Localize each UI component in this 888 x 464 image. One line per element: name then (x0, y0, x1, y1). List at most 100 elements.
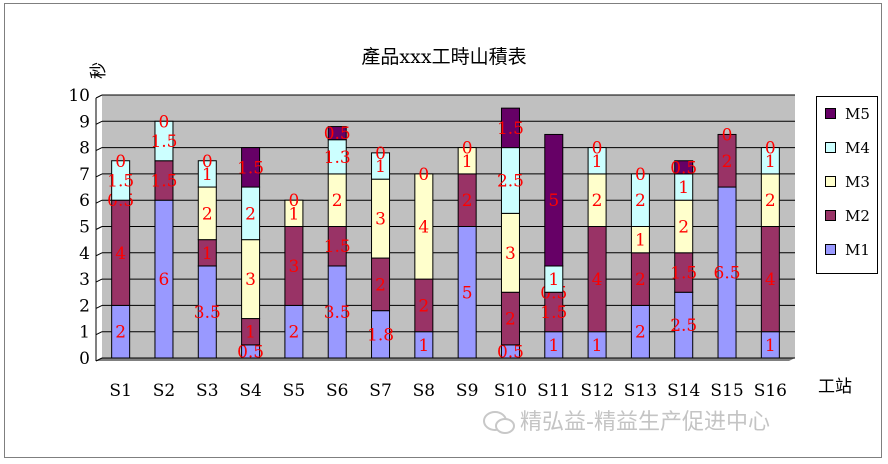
data-label-S5-M1: 2 (288, 323, 299, 343)
gridline-side (95, 147, 103, 152)
data-label-S10-M1: 0.5 (497, 342, 524, 362)
data-label-S8-M5: 0 (418, 165, 429, 185)
data-label-S7-M4: 1 (375, 157, 386, 177)
x-tick-label: S13 (624, 381, 657, 401)
data-label-S16-M2: 4 (765, 270, 776, 290)
gridline-side (95, 331, 103, 336)
data-label-S7-M2: 2 (375, 275, 386, 295)
data-label-S7-M5: 0 (375, 144, 386, 164)
legend-label-m4: M4 (845, 139, 870, 157)
data-label-S5-M2: 3 (288, 257, 299, 277)
data-label-S16-M3: 2 (765, 191, 776, 211)
bar-S16-M4 (760, 147, 780, 175)
data-label-S12-M5: 0 (592, 139, 603, 159)
legend-label-m3: M3 (845, 173, 870, 191)
data-label-S1-M5: 0 (115, 152, 126, 172)
x-tick-label: S2 (153, 381, 175, 401)
bar-S4-M5 (241, 147, 261, 188)
data-label-S4-M3: 3 (245, 270, 256, 290)
x-tick-label: S12 (580, 381, 613, 401)
data-label-S13-M4: 2 (635, 191, 646, 211)
bar-S7-M4 (371, 152, 391, 180)
bar-S3-M4 (197, 160, 217, 188)
bar-S13-M4 (630, 173, 650, 227)
bar-S9-M3 (457, 147, 477, 175)
data-label-S7-M1: 1.8 (367, 325, 394, 345)
data-label-S12-M3: 2 (592, 191, 603, 211)
legend-label-m5: M5 (845, 105, 870, 123)
legend-swatch-m4 (825, 142, 836, 153)
legend-swatch-m1 (825, 244, 836, 255)
bar-S11-M5 (544, 133, 564, 267)
data-label-S11-M5: 5 (548, 191, 559, 211)
x-tick-label: S11 (537, 381, 570, 401)
data-label-S13-M2: 2 (635, 270, 646, 290)
y-tick-label: 2 (79, 296, 90, 316)
data-label-S3-M2: 1 (202, 244, 213, 264)
data-label-S1-M1: 2 (115, 323, 126, 343)
legend-label-m2: M2 (845, 207, 870, 225)
legend-swatch-m5 (825, 108, 836, 119)
wechat-icon (483, 411, 515, 434)
x-tick-label: S1 (109, 381, 131, 401)
data-label-S11-M1: 1 (548, 336, 559, 356)
data-label-S1-M2: 4 (115, 244, 126, 264)
data-label-S4-M1: 0.5 (237, 342, 264, 362)
data-label-S6-M1: 3.5 (324, 303, 351, 323)
data-label-S14-M5: 0.5 (670, 158, 697, 178)
data-label-S11-M4: 1 (548, 270, 559, 290)
data-label-S12-M2: 4 (592, 270, 603, 290)
y-tick-label: 1 (79, 323, 90, 343)
gridline-side (95, 278, 103, 283)
data-label-S10-M4: 2.5 (497, 171, 524, 191)
y-tick-label: 7 (79, 165, 90, 185)
bar-S1-M4 (111, 160, 131, 201)
watermark-text: 精弘益-精益生产促进中心 (520, 410, 770, 435)
data-label-S12-M4: 1 (592, 152, 603, 172)
data-label-S16-M5: 0 (765, 139, 776, 159)
bar-S12-M4 (587, 147, 607, 175)
data-label-S13-M5: 0 (635, 165, 646, 185)
gridline-side (95, 357, 103, 362)
data-label-S12-M1: 1 (592, 336, 603, 356)
bar-S6-M5 (327, 126, 347, 141)
x-tick-label: S6 (326, 381, 348, 401)
data-label-S3-M1: 3.5 (194, 303, 221, 323)
data-label-S5-M5: 0 (288, 191, 299, 211)
x-tick-label: S15 (710, 381, 743, 401)
gridline-side (95, 94, 103, 99)
gridline-side (95, 173, 103, 178)
data-label-S15-M2: 2 (722, 152, 733, 172)
x-tick-label: S3 (196, 381, 218, 401)
chart-frame (4, 3, 882, 458)
chart-title: 產品xxx工時山積表 (361, 46, 527, 68)
x-tick-label: S9 (456, 381, 478, 401)
gridline-side (95, 199, 103, 204)
data-label-S2-M4: 1.5 (150, 132, 177, 152)
data-label-S8-M1: 1 (418, 336, 429, 356)
data-label-S2-M5: 0 (159, 112, 170, 132)
bar-S8-M3 (414, 173, 434, 280)
x-tick-label: S10 (494, 381, 527, 401)
bar-S14-M5 (674, 160, 694, 175)
data-label-S14-M4: 1 (678, 178, 689, 198)
data-label-S16-M1: 1 (765, 336, 776, 356)
data-label-S8-M3: 4 (418, 218, 429, 238)
y-tick-label: 9 (79, 112, 90, 132)
data-label-S13-M3: 1 (635, 231, 646, 251)
data-label-S9-M5: 0 (462, 139, 473, 159)
x-tick-label: S7 (369, 381, 391, 401)
data-label-S2-M1: 6 (159, 270, 170, 290)
data-label-S4-M2: 1 (245, 323, 256, 343)
bar-S5-M3 (284, 199, 304, 227)
data-label-S11-M2: 1.5 (540, 303, 567, 323)
data-label-S8-M2: 2 (418, 296, 429, 316)
y-tick-label: 10 (68, 86, 90, 106)
gridline-side (95, 304, 103, 309)
data-label-S6-M5: 0.5 (324, 124, 351, 144)
legend-label-m1: M1 (845, 241, 870, 259)
x-tick-label: S16 (754, 381, 787, 401)
data-label-S6-M3: 2 (332, 191, 343, 211)
data-label-S3-M5: 0 (202, 152, 213, 172)
